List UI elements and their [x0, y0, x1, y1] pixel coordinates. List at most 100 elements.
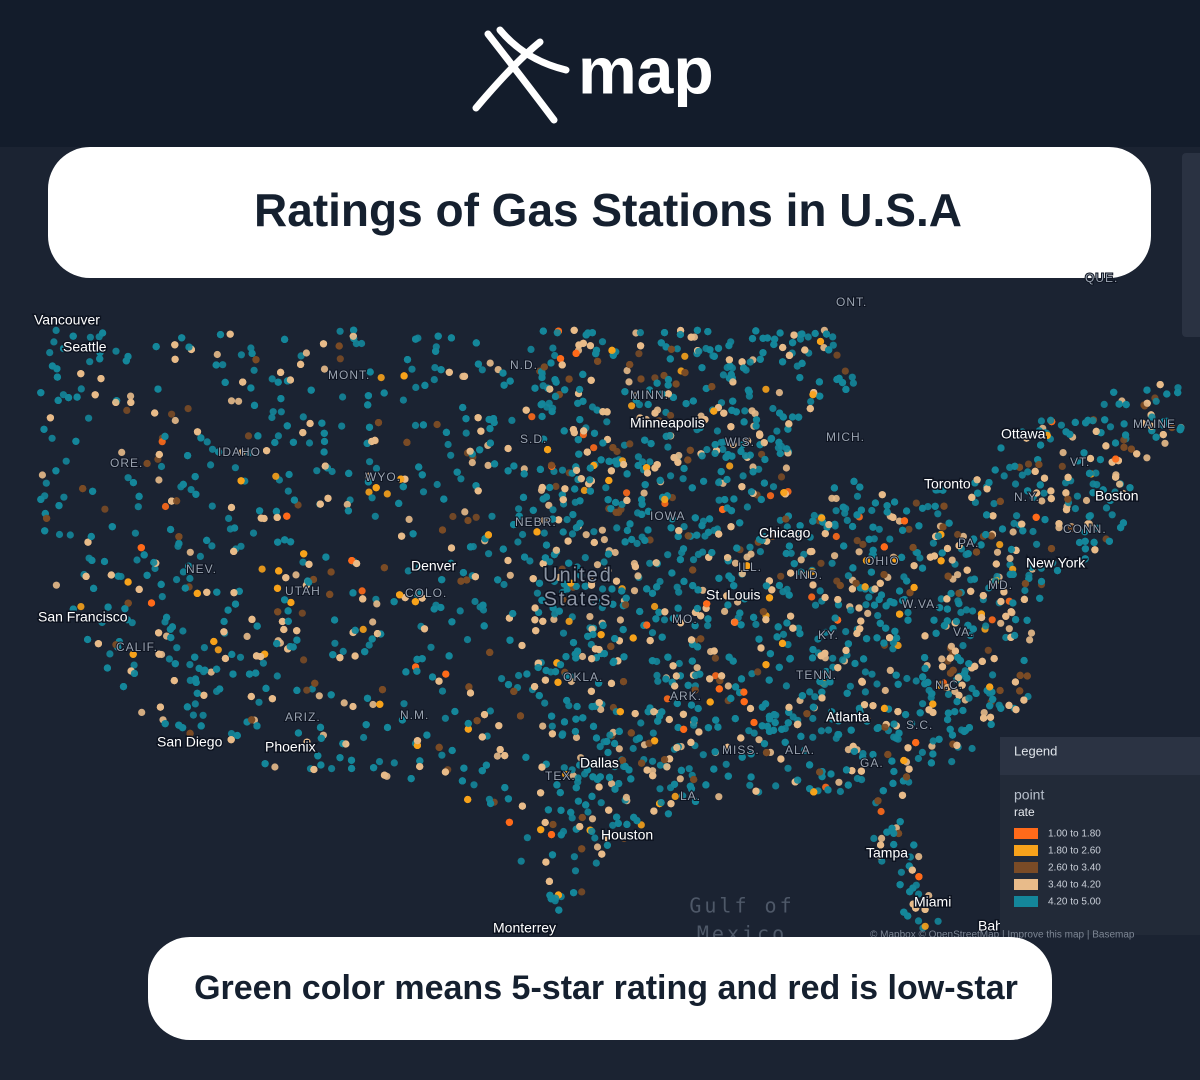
- station-dot: [600, 558, 608, 566]
- station-dot: [476, 446, 484, 454]
- station-dot: [690, 775, 698, 784]
- station-dot: [1010, 519, 1018, 528]
- station-dot: [90, 584, 98, 593]
- station-dot: [847, 726, 855, 734]
- station-dot: [747, 488, 756, 496]
- station-dot: [608, 780, 616, 788]
- station-dot: [643, 621, 651, 629]
- station-dot: [987, 720, 995, 729]
- station-dot: [817, 727, 826, 735]
- station-dot: [777, 572, 785, 580]
- station-dot: [963, 566, 971, 574]
- station-dot: [537, 789, 545, 797]
- station-dot: [1143, 399, 1151, 407]
- station-dot: [572, 784, 580, 792]
- station-dot: [831, 614, 839, 622]
- station-dot: [428, 673, 437, 681]
- station-dot: [321, 462, 329, 470]
- station-dot: [582, 801, 590, 809]
- station-dot: [403, 356, 412, 364]
- station-dot: [1116, 480, 1124, 488]
- station-dot: [178, 334, 186, 342]
- station-dot: [816, 337, 825, 346]
- station-dot: [244, 432, 253, 440]
- station-dot: [651, 602, 659, 611]
- station-dot: [708, 383, 716, 391]
- station-dot: [596, 773, 604, 781]
- station-dot: [1159, 431, 1167, 439]
- station-dot: [631, 563, 640, 571]
- station-dot: [775, 389, 784, 397]
- station-dot: [1011, 678, 1020, 686]
- station-dot: [212, 361, 220, 369]
- station-dot: [929, 539, 938, 547]
- station-dot: [131, 529, 139, 537]
- station-dot: [706, 515, 714, 523]
- station-dot: [258, 565, 266, 573]
- station-dot: [62, 457, 70, 465]
- station-dot: [1101, 416, 1109, 424]
- station-dot: [983, 511, 991, 519]
- station-dot: [369, 618, 377, 626]
- station-dot: [86, 358, 94, 366]
- station-dot: [546, 385, 554, 393]
- station-dot: [600, 536, 609, 544]
- station-dot: [588, 792, 596, 801]
- station-dot: [670, 780, 679, 788]
- station-dot: [48, 434, 56, 442]
- station-dot: [608, 346, 616, 354]
- station-dot: [505, 818, 513, 826]
- station-dot: [741, 407, 749, 415]
- station-dot: [124, 578, 132, 586]
- station-dot: [114, 572, 122, 580]
- station-dot: [783, 523, 791, 531]
- header-bg: [0, 0, 1200, 147]
- station-dot: [280, 625, 288, 634]
- station-dot: [1033, 540, 1041, 548]
- station-dot: [875, 525, 883, 533]
- station-dot: [954, 653, 962, 662]
- station-dot: [714, 723, 722, 731]
- station-dot: [1007, 545, 1016, 554]
- station-dot: [541, 554, 550, 562]
- station-dot: [573, 563, 581, 571]
- station-dot: [192, 490, 200, 498]
- station-dot: [576, 519, 584, 527]
- station-dot: [458, 777, 466, 785]
- station-dot: [568, 766, 576, 774]
- station-dot: [762, 661, 770, 669]
- station-dot: [523, 670, 531, 678]
- station-dot: [797, 556, 805, 564]
- station-dot: [832, 507, 840, 515]
- station-dot: [613, 524, 621, 532]
- station-dot: [597, 799, 605, 807]
- station-dot: [612, 508, 620, 516]
- station-dot: [185, 343, 193, 351]
- station-dot: [855, 548, 863, 556]
- station-dot: [547, 831, 556, 839]
- station-dot: [831, 520, 839, 528]
- station-dot: [638, 510, 646, 518]
- station-dot: [896, 818, 904, 826]
- station-dot: [474, 414, 482, 422]
- station-dot: [1102, 504, 1111, 512]
- station-dot: [556, 355, 565, 363]
- station-dot: [687, 636, 696, 644]
- station-dot: [623, 367, 631, 375]
- station-dot: [878, 491, 886, 499]
- station-dot: [248, 349, 256, 357]
- station-dot: [589, 722, 598, 731]
- station-dot: [905, 525, 913, 533]
- station-dot: [1138, 419, 1146, 427]
- station-dot: [821, 593, 829, 602]
- station-dot: [806, 533, 814, 541]
- station-dot: [166, 625, 174, 633]
- station-dot: [598, 338, 607, 346]
- station-dot: [459, 403, 467, 412]
- station-dot: [336, 327, 344, 335]
- station-dot: [438, 526, 447, 534]
- station-dot: [888, 757, 896, 765]
- station-dot: [551, 351, 559, 360]
- station-dot: [969, 607, 977, 615]
